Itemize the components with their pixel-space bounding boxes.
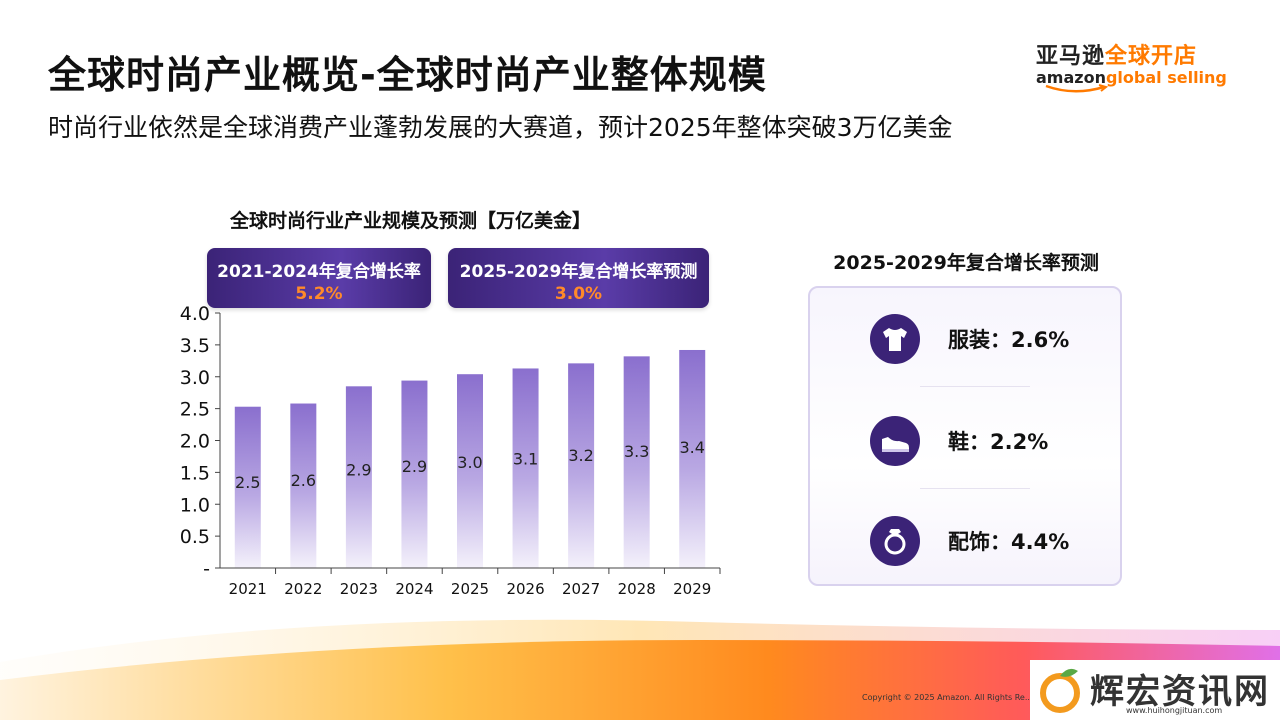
bar xyxy=(290,403,317,568)
bar-value-label: 3.1 xyxy=(513,449,538,468)
y-tick-label: 0.5 xyxy=(180,526,210,548)
logo-cn-part2: 全球开店 xyxy=(1105,44,1198,69)
footer-wave-decoration xyxy=(0,619,1280,720)
page-title: 全球时尚产业概览-全球时尚产业整体规模 xyxy=(48,53,767,97)
panel-title: 2025-2029年复合增长率预测 xyxy=(833,252,1099,274)
y-tick-label: 2.0 xyxy=(180,431,210,453)
category-row-apparel: 服装：2.6% xyxy=(810,310,1120,370)
logo-cn-part1: 亚马逊 xyxy=(1036,44,1106,69)
divider xyxy=(920,386,1030,387)
bar-value-label: 3.3 xyxy=(624,442,649,461)
y-tick-label: 4.0 xyxy=(180,303,210,325)
bar xyxy=(457,374,483,568)
watermark: 辉宏资讯网 www.huihongjituan.com xyxy=(1030,660,1280,720)
x-tick-label: 2024 xyxy=(395,580,433,598)
y-tick-label: - xyxy=(203,558,210,580)
brand-logo: 亚马逊全球开店 amazonglobal selling xyxy=(1036,38,1236,94)
amazon-smile-icon xyxy=(1045,84,1109,93)
bar-value-label: 2.9 xyxy=(346,460,371,479)
bar-value-label: 2.9 xyxy=(402,457,427,476)
y-tick-label: 3.5 xyxy=(180,335,210,357)
y-tick-label: 3.0 xyxy=(180,367,210,389)
bar xyxy=(623,356,650,568)
cagr-value: 3.0% xyxy=(554,284,603,304)
bar-value-label: 3.2 xyxy=(568,446,593,465)
cagr-label: 2021-2024年复合增长率 xyxy=(217,262,421,282)
bar xyxy=(345,386,372,568)
copyright-text: Copyright © 2025 Amazon. All Rights Re..… xyxy=(862,693,1033,702)
bar-value-label: 2.6 xyxy=(291,471,316,490)
x-tick-label: 2023 xyxy=(340,580,378,598)
ring-icon xyxy=(870,516,920,566)
cagr-box-2021-2024: 2021-2024年复合增长率 5.2% xyxy=(207,248,431,308)
y-tick-label: 1.5 xyxy=(180,462,210,484)
bar xyxy=(234,406,261,568)
x-tick-label: 2026 xyxy=(506,580,544,598)
bar-value-label: 3.4 xyxy=(679,438,704,457)
bar-value-label: 2.5 xyxy=(235,473,260,492)
watermark-text: 辉宏资讯网 xyxy=(1090,672,1270,712)
cagr-label: 2025-2029年复合增长率预测 xyxy=(459,262,698,282)
category-row-accessories: 配饰：4.4% xyxy=(810,512,1120,572)
tshirt-icon xyxy=(870,314,920,364)
watermark-url: www.huihongjituan.com xyxy=(1126,706,1223,715)
x-tick-label: 2027 xyxy=(562,580,600,598)
cagr-category-panel: 服装：2.6% 鞋：2.2% 配饰：4.4% xyxy=(808,286,1122,586)
x-tick-label: 2029 xyxy=(673,580,711,598)
page-subtitle: 时尚行业依然是全球消费产业蓬勃发展的大赛道，预计2025年整体突破3万亿美金 xyxy=(48,113,953,142)
bar xyxy=(512,368,539,568)
orange-logo-icon xyxy=(1040,668,1080,713)
bar xyxy=(401,380,428,568)
category-row-shoes: 鞋：2.2% xyxy=(810,412,1120,472)
y-tick-label: 2.5 xyxy=(180,399,210,421)
bar xyxy=(679,349,706,568)
y-tick-label: 1.0 xyxy=(180,494,210,516)
chart-title: 全球时尚行业产业规模及预测【万亿美金】 xyxy=(230,210,592,232)
cagr-value: 5.2% xyxy=(295,284,343,304)
divider xyxy=(920,488,1030,489)
shoe-icon xyxy=(870,416,920,466)
x-tick-label: 2021 xyxy=(229,580,267,598)
x-tick-label: 2025 xyxy=(451,580,489,598)
logo-en-part2: global selling xyxy=(1105,68,1227,87)
bar-chart: - 0.5 1.0 1.5 2.0 2.5 3.0 3.5 4.0 2.5 2.6 2.9 2.9 3.… xyxy=(180,303,721,598)
logo-en-part1: amazon xyxy=(1036,68,1106,87)
category-label: 鞋：2.2% xyxy=(948,430,1049,454)
x-tick-label: 2028 xyxy=(618,580,656,598)
category-label: 配饰：4.4% xyxy=(948,530,1070,554)
bar xyxy=(568,363,595,568)
category-label: 服装：2.6% xyxy=(948,328,1070,352)
bar-value-label: 3.0 xyxy=(457,453,482,472)
x-tick-label: 2022 xyxy=(284,580,322,598)
cagr-box-2025-2029: 2025-2029年复合增长率预测 3.0% xyxy=(448,248,709,308)
